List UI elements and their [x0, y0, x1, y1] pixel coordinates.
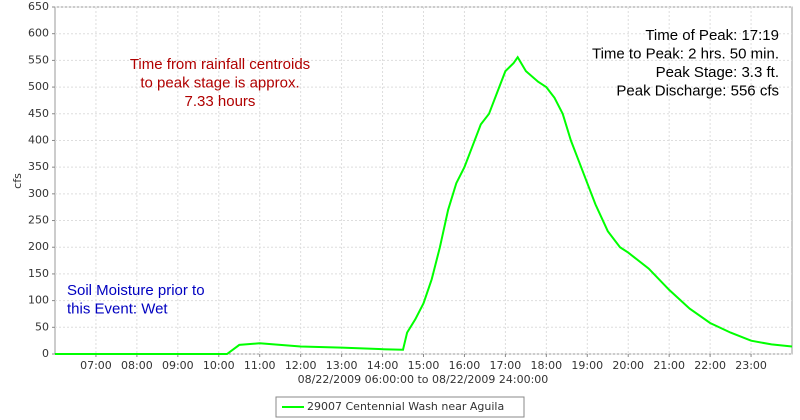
y-tick-label: 300 [28, 187, 49, 200]
annotation: Time from rainfall centroids [130, 56, 310, 73]
y-tick-label: 500 [28, 80, 49, 93]
x-tick-label: 23:00 [735, 359, 767, 372]
x-tick-label: 20:00 [612, 359, 644, 372]
x-tick-label: 18:00 [530, 359, 562, 372]
y-tick-label: 150 [28, 267, 49, 280]
x-tick-label: 22:00 [694, 359, 726, 372]
x-tick-label: 16:00 [449, 359, 481, 372]
y-tick-label: 650 [28, 0, 49, 13]
annotation: 7.33 hours [185, 93, 256, 110]
y-tick-label: 450 [28, 107, 49, 120]
x-axis-label: 08/22/2009 06:00:00 to 08/22/2009 24:00:… [298, 373, 549, 386]
x-tick-label: 08:00 [121, 359, 153, 372]
annotation: to peak stage is approx. [140, 74, 299, 91]
y-tick-label: 350 [28, 160, 49, 173]
x-tick-label: 12:00 [285, 359, 317, 372]
legend-label: 29007 Centennial Wash near Aguila [307, 400, 504, 413]
y-tick-label: 50 [35, 320, 49, 333]
x-tick-label: 13:00 [326, 359, 358, 372]
x-tick-label: 15:00 [408, 359, 440, 372]
y-tick-label: 550 [28, 53, 49, 66]
x-tick-label: 19:00 [571, 359, 603, 372]
y-tick-label: 250 [28, 214, 49, 227]
legend [275, 396, 525, 418]
y-tick-label: 0 [42, 347, 49, 360]
annotation: this Event: Wet [67, 300, 168, 317]
data-line [55, 55, 793, 355]
x-tick-label: 09:00 [162, 359, 194, 372]
annotation: Peak Discharge: 556 cfs [616, 82, 779, 99]
annotation: Time to Peak: 2 hrs. 50 min. [592, 45, 779, 62]
annotation: Peak Stage: 3.3 ft. [656, 64, 779, 81]
annotation: Time of Peak: 17:19 [645, 27, 779, 44]
y-tick-label: 200 [28, 240, 49, 253]
y-tick-label: 600 [28, 27, 49, 40]
y-tick-label: 400 [28, 133, 49, 146]
x-tick-label: 21:00 [653, 359, 685, 372]
x-tick-label: 17:00 [490, 359, 522, 372]
x-tick-label: 07:00 [80, 359, 112, 372]
x-tick-label: 11:00 [244, 359, 276, 372]
y-axis-label: cfs [11, 173, 24, 189]
y-tick-label: 100 [28, 294, 49, 307]
annotation: Soil Moisture prior to [67, 282, 205, 299]
x-tick-label: 10:00 [203, 359, 235, 372]
x-tick-label: 14:00 [367, 359, 399, 372]
